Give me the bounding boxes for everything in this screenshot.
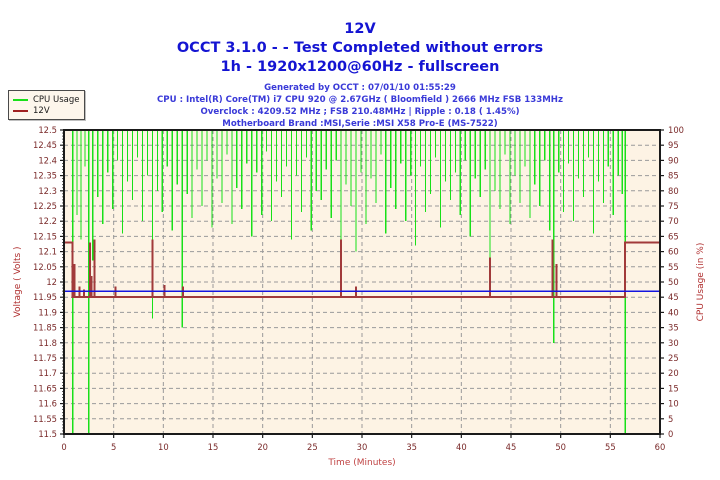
axis-titles: Voltage ( Volts ) CPU Usage (in %) Time (M… — [13, 243, 706, 468]
system-info-block: Generated by OCCT : 07/01/10 01:55:29 CP… — [0, 83, 720, 130]
legend-label-12v: 12V — [33, 105, 50, 116]
x-tick-label: 15 — [208, 442, 219, 452]
y-tick-label-left: 11.85 — [33, 323, 57, 333]
legend-item-12v: 12V — [13, 105, 79, 116]
y-tick-label-right: 60 — [668, 247, 679, 257]
y-tick-label-right: 0 — [668, 429, 673, 439]
y-tick-label-left: 12.35 — [33, 171, 57, 181]
chart-title-block: 12V OCCT 3.1.0 - - Test Completed withou… — [0, 20, 720, 77]
y-tick-label-left: 11.55 — [33, 414, 57, 424]
y-tick-label-right: 80 — [668, 186, 679, 196]
y-tick-label-left: 11.5 — [38, 429, 57, 439]
data-series-layer — [64, 130, 660, 434]
x-tick-label: 60 — [655, 442, 666, 452]
y-tick-label-left: 12.45 — [33, 140, 57, 150]
x-tick-label: 40 — [456, 442, 467, 452]
x-tick-label: 5 — [111, 442, 116, 452]
x-tick-label: 30 — [357, 442, 368, 452]
x-tick-label: 20 — [257, 442, 268, 452]
y-tick-label-left: 12.4 — [38, 155, 57, 165]
y-tick-label-left: 12.3 — [38, 186, 57, 196]
title-line-3: 1h - 1920x1200@60Hz - fullscreen — [220, 59, 500, 76]
info-cpu: CPU : Intel(R) Core(TM) i7 CPU 920 @ 2.6… — [157, 94, 563, 105]
y-tick-label-left: 12.25 — [33, 201, 57, 211]
y-tick-label-right: 10 — [668, 399, 679, 409]
x-axis-title: Time (Minutes) — [327, 458, 395, 468]
y-tick-label-right: 55 — [668, 262, 679, 272]
y-tick-label-right: 40 — [668, 307, 679, 317]
y-tick-label-right: 20 — [668, 368, 679, 378]
y-tick-label-left: 11.8 — [38, 338, 57, 348]
title-line-2: OCCT 3.1.0 - - Test Completed without er… — [176, 40, 544, 57]
y-tick-label-left: 12.2 — [38, 216, 57, 226]
legend-item-cpu-usage: CPU Usage — [13, 94, 79, 105]
legend-swatch-cpu-usage — [13, 98, 28, 101]
y-tick-label-right: 70 — [668, 216, 679, 226]
y-tick-label-left: 12.05 — [33, 262, 57, 272]
y-tick-label-right: 95 — [668, 140, 679, 150]
y-tick-label-left: 11.75 — [33, 353, 57, 363]
x-tick-label: 25 — [307, 442, 318, 452]
y-axis-title-left: Voltage ( Volts ) — [13, 246, 23, 317]
y-tick-label-left: 12.5 — [38, 125, 57, 135]
chart-legend: CPU Usage 12V — [8, 90, 86, 120]
y-tick-label-left: 12.1 — [38, 247, 57, 257]
y-tick-label-right: 75 — [668, 201, 679, 211]
y-tick-label-right: 5 — [668, 414, 673, 424]
info-motherboard: Motherboard Brand :MSI,Serie :MSI X58 Pr… — [222, 118, 498, 129]
x-tick-label: 10 — [158, 442, 169, 452]
y-tick-label-right: 85 — [668, 171, 679, 181]
info-overclock: Overclock : 4209.52 MHz ; FSB 210.48MHz … — [200, 106, 520, 117]
y-tick-label-left: 11.6 — [38, 399, 57, 409]
title-line-1: 12V — [344, 21, 376, 37]
y-tick-label-right: 25 — [668, 353, 679, 363]
y-tick-label-right: 15 — [668, 383, 679, 393]
y-tick-label-right: 50 — [668, 277, 679, 287]
grid-lines — [64, 130, 660, 434]
y-tick-label-right: 30 — [668, 338, 679, 348]
x-tick-label: 55 — [605, 442, 616, 452]
y-tick-label-left: 12.15 — [33, 231, 57, 241]
y-tick-label-left: 11.7 — [38, 368, 57, 378]
x-tick-label: 35 — [406, 442, 417, 452]
x-tick-label: 50 — [555, 442, 566, 452]
y-tick-label-right: 45 — [668, 292, 679, 302]
y-tick-label-right: 90 — [668, 155, 679, 165]
y-tick-label-left: 12 — [46, 277, 57, 287]
info-generated-by: Generated by OCCT : 07/01/10 01:55:29 — [264, 83, 456, 93]
legend-label-cpu-usage: CPU Usage — [33, 94, 80, 105]
y-axis-title-right: CPU Usage (in %) — [696, 243, 706, 322]
y-tick-label-right: 100 — [668, 125, 684, 135]
x-tick-label: 0 — [61, 442, 66, 452]
axis-ticks — [60, 129, 664, 438]
y-tick-label-right: 35 — [668, 323, 679, 333]
y-tick-label-left: 11.9 — [38, 307, 57, 317]
axis-tick-labels: 11.5 11.55 11.6 11.65 11.7 11.75 11.8 11.85 11.9… — [33, 125, 684, 452]
y-tick-label-left: 11.95 — [33, 292, 57, 302]
legend-swatch-12v — [13, 109, 28, 112]
y-tick-label-right: 65 — [668, 231, 679, 241]
y-tick-label-left: 11.65 — [33, 383, 57, 393]
x-tick-label: 45 — [506, 442, 517, 452]
